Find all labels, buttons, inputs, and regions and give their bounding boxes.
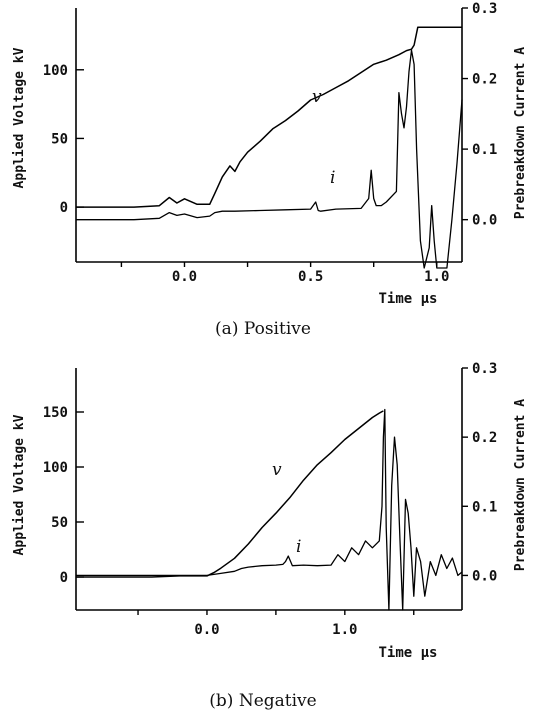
series-curves bbox=[76, 26, 463, 269]
y-tick-label-right: 0.0 bbox=[472, 213, 497, 229]
y-tick-label-right: 0.2 bbox=[472, 72, 497, 88]
y-tick-label-right: 0.2 bbox=[472, 430, 497, 446]
y-tick-label-left: 100 bbox=[43, 63, 68, 79]
y-tick-label-left: 150 bbox=[43, 405, 68, 421]
x-tick-label: 0.0 bbox=[172, 269, 197, 285]
y-axis-label-left: Applied Voltage kV bbox=[12, 414, 27, 555]
series-curves bbox=[76, 408, 463, 611]
chart-panel-positive: Applied Voltage kV Prebreakdown Current … bbox=[12, 1, 528, 339]
y-tick-label-left: 50 bbox=[51, 131, 68, 147]
x-axis-label: Time μs bbox=[378, 645, 437, 661]
y-tick-label-right: 0.0 bbox=[472, 568, 497, 584]
series-label-i: i bbox=[330, 168, 335, 188]
caption: (a) Positive bbox=[215, 319, 311, 339]
y-tick-label-right: 0.1 bbox=[472, 499, 497, 515]
x-tick-label: 1.0 bbox=[424, 269, 449, 285]
x-tick-label: 0.0 bbox=[194, 622, 219, 638]
series-line-v bbox=[76, 410, 384, 578]
chart-panel-negative: Applied Voltage kV Prebreakdown Current … bbox=[12, 361, 528, 711]
y-axis-label-right: Prebreakdown Current A bbox=[513, 47, 528, 219]
y-tick-label-left: 0 bbox=[60, 200, 68, 216]
y-axis-label-left: Applied Voltage kV bbox=[12, 47, 27, 188]
x-tick-label: 0.5 bbox=[298, 269, 323, 285]
x-axis-label: Time μs bbox=[378, 291, 437, 307]
tick-marks: 0.0 1.0 0 50 100 150 0.0 0.1 0.2 0.3 bbox=[43, 361, 498, 638]
series-line-i bbox=[76, 408, 463, 611]
series-label-i: i bbox=[296, 537, 301, 557]
tick-marks: 0.0 0.5 1.0 0 50 100 0.0 0.1 0.2 0.3 bbox=[43, 1, 498, 285]
axes bbox=[75, 368, 463, 611]
y-tick-label-right: 0.3 bbox=[472, 361, 497, 377]
y-tick-label-left: 0 bbox=[60, 570, 68, 586]
axes bbox=[75, 8, 463, 263]
y-tick-label-right: 0.3 bbox=[472, 1, 497, 17]
y-tick-label-right: 0.1 bbox=[472, 142, 497, 158]
series-line-i bbox=[76, 49, 463, 269]
series-label-v: v bbox=[272, 460, 282, 480]
series-line-v bbox=[76, 26, 462, 208]
y-axis-label-right: Prebreakdown Current A bbox=[513, 399, 528, 571]
x-tick-label: 1.0 bbox=[332, 622, 357, 638]
y-tick-label-left: 50 bbox=[51, 515, 68, 531]
y-tick-label-left: 100 bbox=[43, 460, 68, 476]
caption: (b) Negative bbox=[209, 691, 316, 711]
series-label-v: v bbox=[312, 87, 322, 107]
